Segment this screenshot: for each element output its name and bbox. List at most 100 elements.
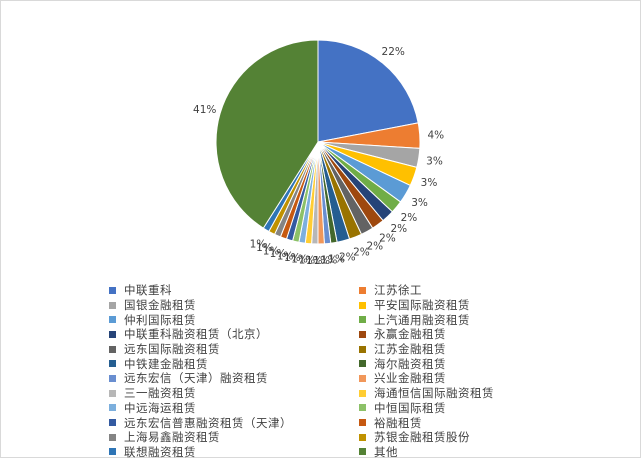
data-label: 4% (427, 130, 444, 142)
legend-item: 仲利国际租赁 (109, 312, 355, 327)
legend-label: 上海易鑫融资租赁 (124, 430, 220, 445)
legend-swatch (359, 433, 366, 441)
legend-label: 江苏金融租赁 (374, 342, 446, 357)
data-label: 1% (306, 255, 323, 267)
legend-item: 海尔融资租赁 (359, 356, 605, 371)
legend-item: 永赢金融租赁 (359, 327, 605, 342)
data-label: 3% (421, 177, 438, 189)
legend-item: 中远海运租赁 (109, 401, 355, 416)
legend-label: 中远海运租赁 (124, 400, 196, 415)
legend-item: 上汽通用融资租赁 (359, 312, 605, 327)
legend-item: 上海易鑫融资租赁 (109, 430, 355, 445)
data-label: 1% (291, 254, 308, 266)
legend-item: 江苏徐工 (359, 283, 605, 298)
legend-label: 远东宏信普惠融资租赁（天津） (124, 415, 292, 430)
data-label: 3% (411, 197, 428, 209)
pie-slice (317, 39, 419, 143)
legend-item: 中恒国际租赁 (359, 401, 605, 416)
legend-label: 联想融资租赁 (124, 444, 196, 459)
legend-label: 上汽通用融资租赁 (374, 312, 470, 327)
legend-label: 仲利国际租赁 (124, 312, 196, 327)
legend-label: 中联重科融资租赁（北京） (124, 327, 268, 342)
legend-swatch (359, 419, 366, 427)
pie-chart: 22%4%3%3%3%2%2%2%2%2%2%1%1%1%1%1%1%1%1%1… (193, 39, 444, 267)
data-label: 2% (379, 233, 396, 245)
legend-swatch (359, 286, 366, 294)
legend-swatch (359, 330, 366, 338)
legend-label: 远东宏信（天津）融资租赁 (124, 371, 268, 386)
legend-item: 联想融资租赁 (109, 445, 355, 460)
legend-item: 远东国际融资租赁 (109, 342, 355, 357)
legend-swatch (109, 316, 116, 324)
legend-swatch (359, 360, 366, 368)
legend-item: 三一融资租赁 (109, 386, 355, 401)
legend-label: 中恒国际租赁 (374, 400, 446, 415)
legend-swatch (109, 448, 116, 456)
legend-swatch (359, 389, 366, 397)
legend-label: 其他 (374, 444, 398, 459)
legend-item: 中铁建金融租赁 (109, 356, 355, 371)
legend-item: 远东宏信（天津）融资租赁 (109, 371, 355, 386)
legend-swatch (359, 374, 366, 382)
data-label: 1% (263, 245, 280, 257)
legend-swatch (109, 433, 116, 441)
legend-swatch (109, 374, 116, 382)
legend-item: 国银金融租赁 (109, 298, 355, 313)
data-label: 1% (328, 254, 345, 266)
pie-slice (215, 39, 319, 229)
data-label: 1% (284, 252, 301, 264)
legend-label: 裕融租赁 (374, 415, 422, 430)
data-label: 1% (313, 255, 330, 267)
data-label: 41% (193, 104, 216, 116)
legend-item: 裕融租赁 (359, 415, 605, 430)
legend-swatch (109, 345, 116, 353)
legend-label: 中联重科 (124, 283, 172, 298)
legend-swatch (359, 316, 366, 324)
data-label: 1% (270, 248, 287, 260)
data-label: 2% (339, 251, 356, 263)
legend-swatch (359, 404, 366, 412)
legend-item: 平安国际融资租赁 (359, 298, 605, 313)
legend-label: 永赢金融租赁 (374, 327, 446, 342)
legend-label: 国银金融租赁 (124, 298, 196, 313)
legend-swatch (359, 301, 366, 309)
data-label: 1% (321, 255, 338, 267)
legend-label: 三一融资租赁 (124, 386, 196, 401)
legend-swatch (109, 419, 116, 427)
legend: 中联重科 江苏徐工国银金融租赁 平安国际融资租赁仲利国际租赁 上汽通用融资租赁中联重科… (109, 283, 629, 459)
legend-item: 中联重科 (109, 283, 355, 298)
legend-swatch (109, 286, 116, 294)
data-label: 22% (382, 46, 405, 58)
data-label: 2% (353, 247, 370, 259)
legend-item: 海通恒信国际融资租赁 (359, 386, 605, 401)
legend-label: 中铁建金融租赁 (124, 356, 208, 371)
legend-label: 海通恒信国际融资租赁 (374, 386, 494, 401)
data-label: 1% (256, 242, 273, 254)
legend-swatch (109, 301, 116, 309)
legend-label: 平安国际融资租赁 (374, 298, 470, 313)
legend-swatch (109, 404, 116, 412)
legend-swatch (359, 345, 366, 353)
legend-swatch (109, 330, 116, 338)
data-label: 2% (366, 240, 383, 252)
data-label: 1% (250, 239, 267, 251)
legend-item: 苏银金融租赁股份 (359, 430, 605, 445)
legend-item: 其他 (359, 445, 605, 460)
legend-item: 兴业金融租赁 (359, 371, 605, 386)
data-label: 1% (277, 250, 294, 262)
data-label: 2% (401, 212, 418, 224)
legend-label: 远东国际融资租赁 (124, 342, 220, 357)
legend-swatch (109, 360, 116, 368)
legend-label: 海尔融资租赁 (374, 356, 446, 371)
legend-item: 远东宏信普惠融资租赁（天津） (109, 415, 355, 430)
data-label: 3% (426, 156, 443, 168)
legend-item: 中联重科融资租赁（北京） (109, 327, 355, 342)
data-label: 2% (390, 223, 407, 235)
legend-item: 江苏金融租赁 (359, 342, 605, 357)
data-label: 1% (299, 255, 316, 267)
legend-label: 苏银金融租赁股份 (374, 430, 470, 445)
legend-label: 兴业金融租赁 (374, 371, 446, 386)
legend-swatch (109, 389, 116, 397)
legend-swatch (359, 448, 366, 456)
